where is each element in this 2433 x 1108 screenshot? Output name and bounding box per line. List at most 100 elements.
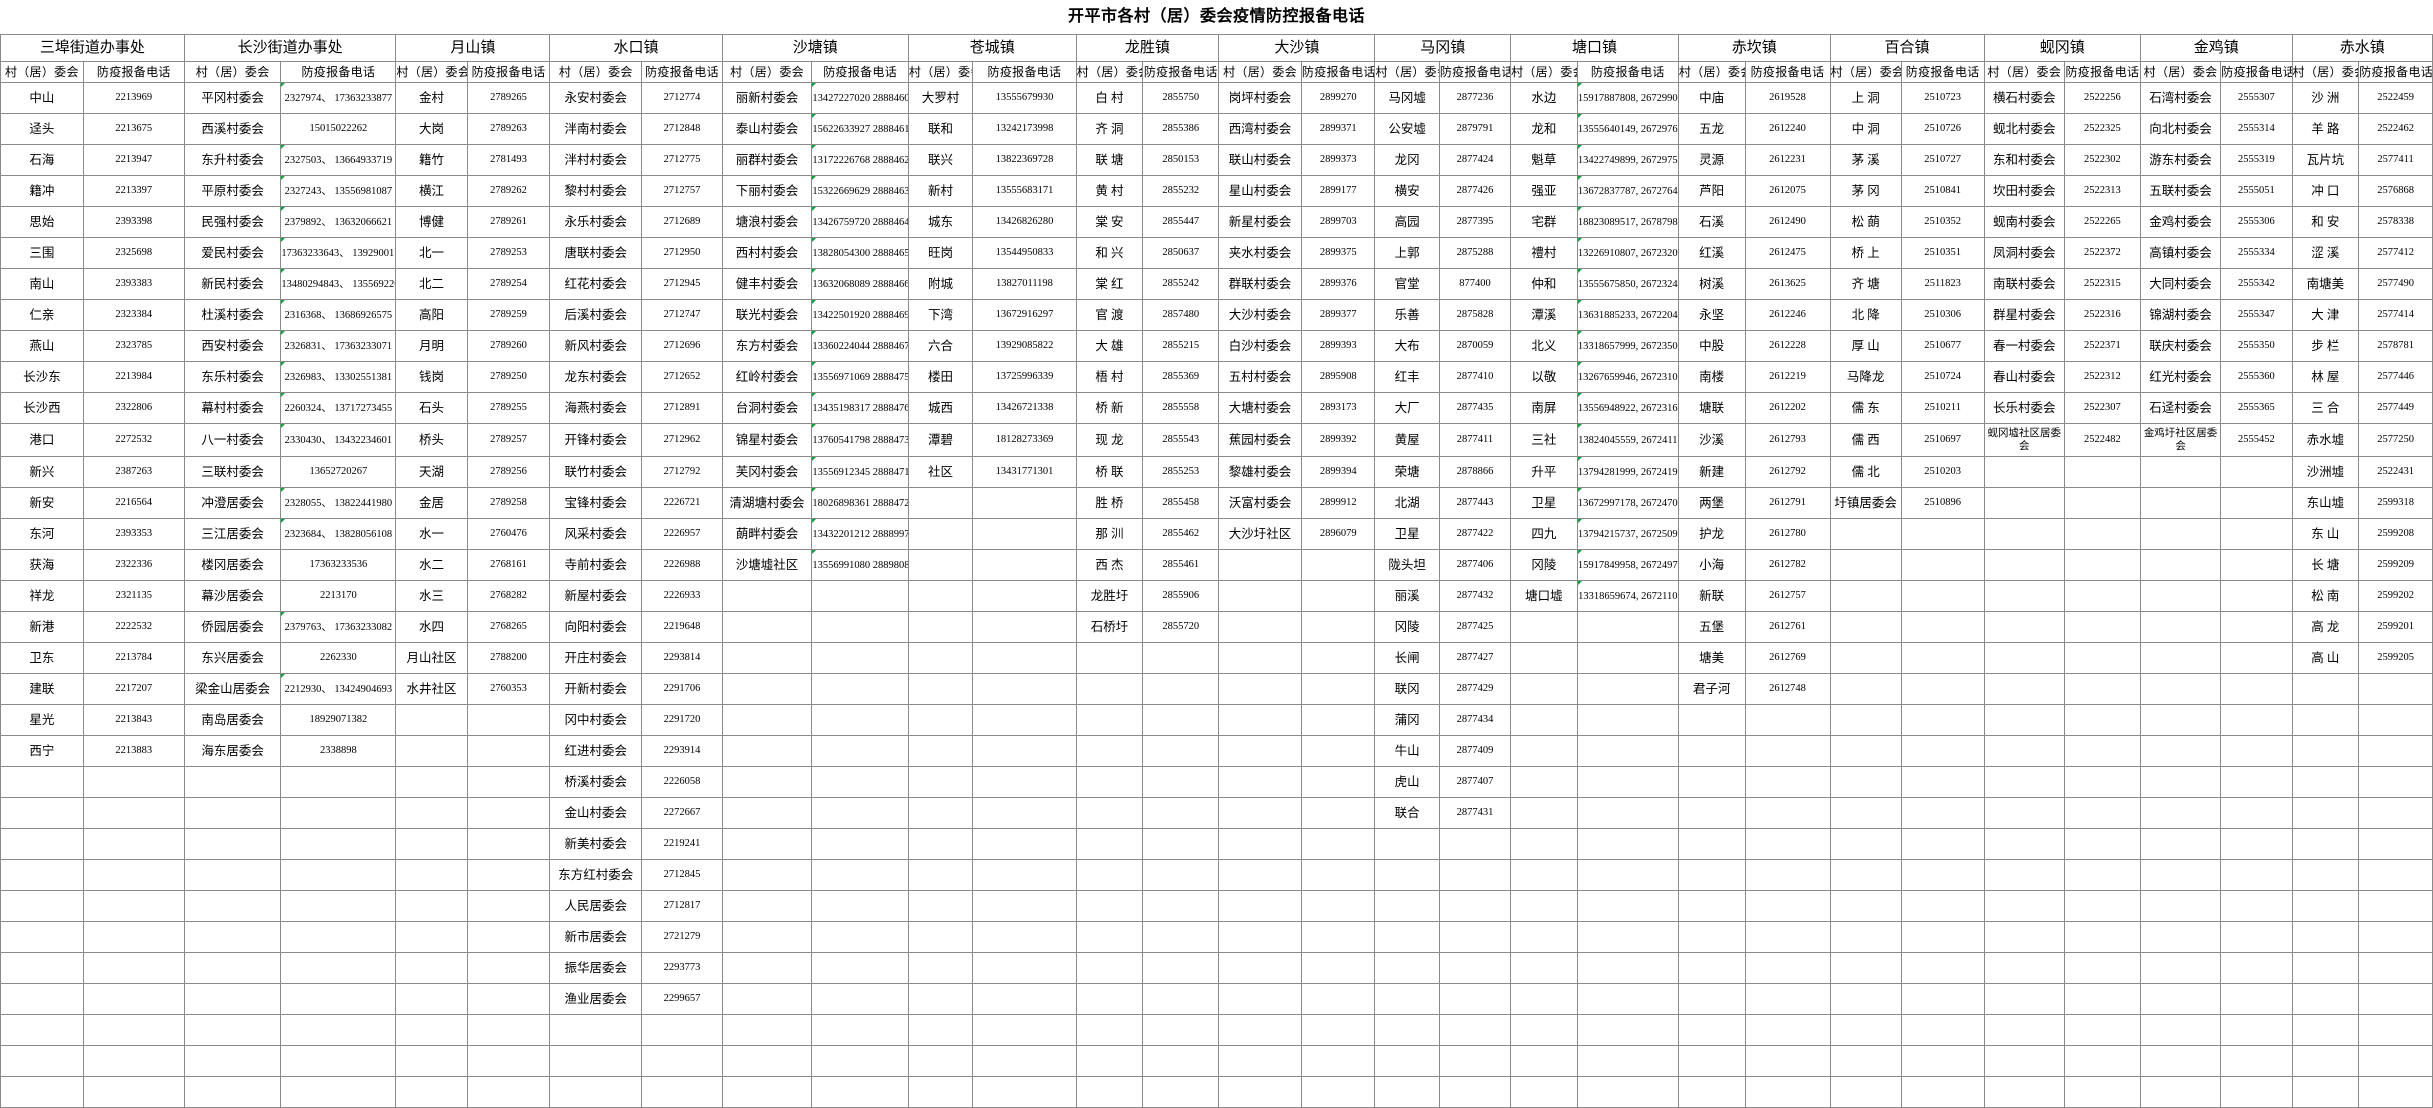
- village-name-cell: 石湾村委会: [2139, 82, 2222, 114]
- phone-cell: 2789260: [466, 330, 551, 362]
- phone-cell: 13172226768 2888462: [811, 144, 909, 176]
- empty-cell: [641, 1045, 723, 1077]
- empty-cell: [972, 766, 1077, 798]
- empty-cell: [1983, 797, 2065, 829]
- empty-cell: [641, 1076, 723, 1108]
- empty-cell: [1900, 673, 1985, 705]
- empty-cell: [721, 1076, 813, 1108]
- village-name-cell: 三 合: [2291, 392, 2360, 424]
- phone-cell: 2599201: [2358, 611, 2433, 643]
- empty-cell: [1075, 890, 1144, 922]
- empty-cell: [2139, 859, 2222, 891]
- empty-cell: [811, 1045, 909, 1077]
- village-name-cell: 羊 路: [2291, 113, 2360, 145]
- phone-cell: 2789259: [466, 299, 551, 331]
- phone-cell: 2878866: [1438, 456, 1512, 488]
- empty-cell: [82, 983, 185, 1015]
- phone-cell: 13422501920 2888469: [811, 299, 909, 331]
- empty-cell: [2063, 797, 2141, 829]
- village-name-cell: 胜 桥: [1075, 487, 1144, 519]
- empty-cell: [466, 1076, 551, 1108]
- phone-cell: 2712774: [641, 82, 723, 114]
- phone-cell: 2612769: [1744, 642, 1831, 674]
- phone-cell: 2899371: [1300, 113, 1376, 145]
- empty-cell: [2063, 704, 2141, 736]
- empty-cell: [466, 797, 551, 829]
- column-header-name: 村（居）委会: [721, 61, 813, 83]
- column-header-phone: 防疫报备电话: [2063, 61, 2141, 83]
- empty-cell: [280, 859, 397, 891]
- village-name-cell: 沙 洲: [2291, 82, 2360, 114]
- phone-cell: 2510352: [1900, 206, 1985, 238]
- phone-cell: 13555679930: [972, 82, 1077, 114]
- empty-cell: [1075, 1076, 1144, 1108]
- empty-cell: [907, 549, 974, 581]
- phone-cell: 2612490: [1744, 206, 1831, 238]
- empty-cell: [1218, 859, 1302, 891]
- empty-cell: [1510, 921, 1578, 953]
- village-name-cell: 宝锋村委会: [549, 487, 643, 519]
- phone-cell: 2555452: [2220, 423, 2293, 457]
- empty-cell: [395, 1076, 468, 1108]
- village-name-cell: 大 津: [2291, 299, 2360, 331]
- empty-cell: [1075, 704, 1144, 736]
- phone-cell: 2789250: [466, 361, 551, 393]
- empty-cell: [395, 983, 468, 1015]
- empty-cell: [2063, 1014, 2141, 1046]
- empty-cell: [1677, 766, 1746, 798]
- town-header: 赤坎镇: [1677, 34, 1831, 62]
- village-name-cell: 振华居委会: [549, 952, 643, 984]
- empty-cell: [1576, 1014, 1679, 1046]
- empty-cell: [1142, 797, 1220, 829]
- empty-cell: [1218, 890, 1302, 922]
- phone-cell: 13431771301: [972, 456, 1077, 488]
- phone-cell: 2555314: [2220, 113, 2293, 145]
- village-name-cell: 人民居委会: [549, 890, 643, 922]
- village-name-cell: 渔业居委会: [549, 983, 643, 1015]
- village-name-cell: 金鸡圩社区居委会: [2139, 423, 2222, 457]
- phone-cell: 2855447: [1142, 206, 1220, 238]
- phone-cell: 13480294843、 13556922698: [280, 268, 397, 300]
- empty-cell: [811, 921, 909, 953]
- phone-cell: 2899394: [1300, 456, 1376, 488]
- empty-cell: [1300, 890, 1376, 922]
- phone-cell: 2510896: [1900, 487, 1985, 519]
- empty-cell: [1218, 673, 1302, 705]
- phone-cell: 2612475: [1744, 237, 1831, 269]
- village-name-cell: 南楼: [1677, 361, 1746, 393]
- phone-cell: 13267659946, 2672310: [1576, 361, 1679, 393]
- phone-cell: 2768282: [466, 580, 551, 612]
- empty-cell: [549, 1045, 643, 1077]
- empty-cell: [972, 797, 1077, 829]
- empty-cell: [1510, 828, 1578, 860]
- empty-cell: [2139, 704, 2222, 736]
- village-name-cell: 海燕村委会: [549, 392, 643, 424]
- phone-cell: 2293773: [641, 952, 723, 984]
- empty-cell: [1218, 921, 1302, 953]
- empty-cell: [1900, 952, 1985, 984]
- empty-cell: [2358, 1076, 2433, 1108]
- village-name-cell: 东 山: [2291, 518, 2360, 550]
- empty-cell: [1677, 735, 1746, 767]
- empty-cell: [972, 1076, 1077, 1108]
- village-name-cell: 西 杰: [1075, 549, 1144, 581]
- village-name-cell: 西湾村委会: [1218, 113, 1302, 145]
- empty-cell: [1983, 487, 2065, 519]
- empty-cell: [2220, 921, 2293, 953]
- village-name-cell: 水三: [395, 580, 468, 612]
- empty-cell: [1829, 704, 1902, 736]
- village-name-cell: 五村村委会: [1218, 361, 1302, 393]
- column-header-name: 村（居）委会: [183, 61, 282, 83]
- column-header-name: 村（居）委会: [2139, 61, 2222, 83]
- phone-cell: 2712891: [641, 392, 723, 424]
- empty-cell: [2139, 952, 2222, 984]
- village-name-cell: 锦星村委会: [721, 423, 813, 457]
- page-root: 开平市各村（居）委会疫情防控报备电话 三埠街道办事处 长沙街道办事处 月山镇 水口镇沙…: [0, 8, 2433, 1108]
- phone-cell: 2293914: [641, 735, 723, 767]
- empty-cell: [2358, 828, 2433, 860]
- column-header-name: 村（居）委会: [549, 61, 643, 83]
- table-row: 长沙东 2213984 东乐村委会 2326983、 13302551381 钱岗 278…: [0, 361, 2433, 393]
- empty-cell: [2139, 983, 2222, 1015]
- village-name-cell: 东方村委会: [721, 330, 813, 362]
- empty-cell: [2139, 673, 2222, 705]
